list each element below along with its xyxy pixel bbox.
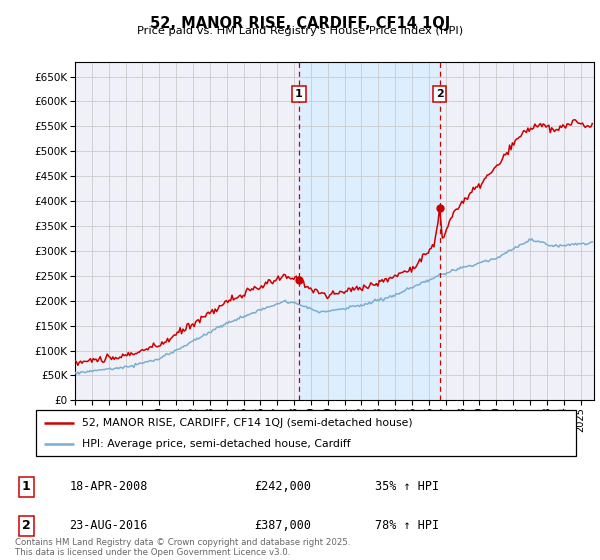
Text: 18-APR-2008: 18-APR-2008 (70, 480, 148, 493)
Text: 78% ↑ HPI: 78% ↑ HPI (375, 519, 439, 532)
Text: 52, MANOR RISE, CARDIFF, CF14 1QJ: 52, MANOR RISE, CARDIFF, CF14 1QJ (150, 16, 450, 31)
Text: 2: 2 (436, 89, 443, 99)
Text: 52, MANOR RISE, CARDIFF, CF14 1QJ (semi-detached house): 52, MANOR RISE, CARDIFF, CF14 1QJ (semi-… (82, 418, 413, 428)
Bar (299, 62, 440, 400)
Text: 35% ↑ HPI: 35% ↑ HPI (375, 480, 439, 493)
Text: HPI: Average price, semi-detached house, Cardiff: HPI: Average price, semi-detached house,… (82, 440, 350, 450)
Text: 1: 1 (22, 480, 31, 493)
Text: Contains HM Land Registry data © Crown copyright and database right 2025.
This d: Contains HM Land Registry data © Crown c… (15, 538, 350, 557)
Text: 1: 1 (295, 89, 303, 99)
Text: 23-AUG-2016: 23-AUG-2016 (70, 519, 148, 532)
Text: 2: 2 (22, 519, 31, 532)
Text: £387,000: £387,000 (254, 519, 311, 532)
Text: Price paid vs. HM Land Registry's House Price Index (HPI): Price paid vs. HM Land Registry's House … (137, 26, 463, 36)
Text: £242,000: £242,000 (254, 480, 311, 493)
